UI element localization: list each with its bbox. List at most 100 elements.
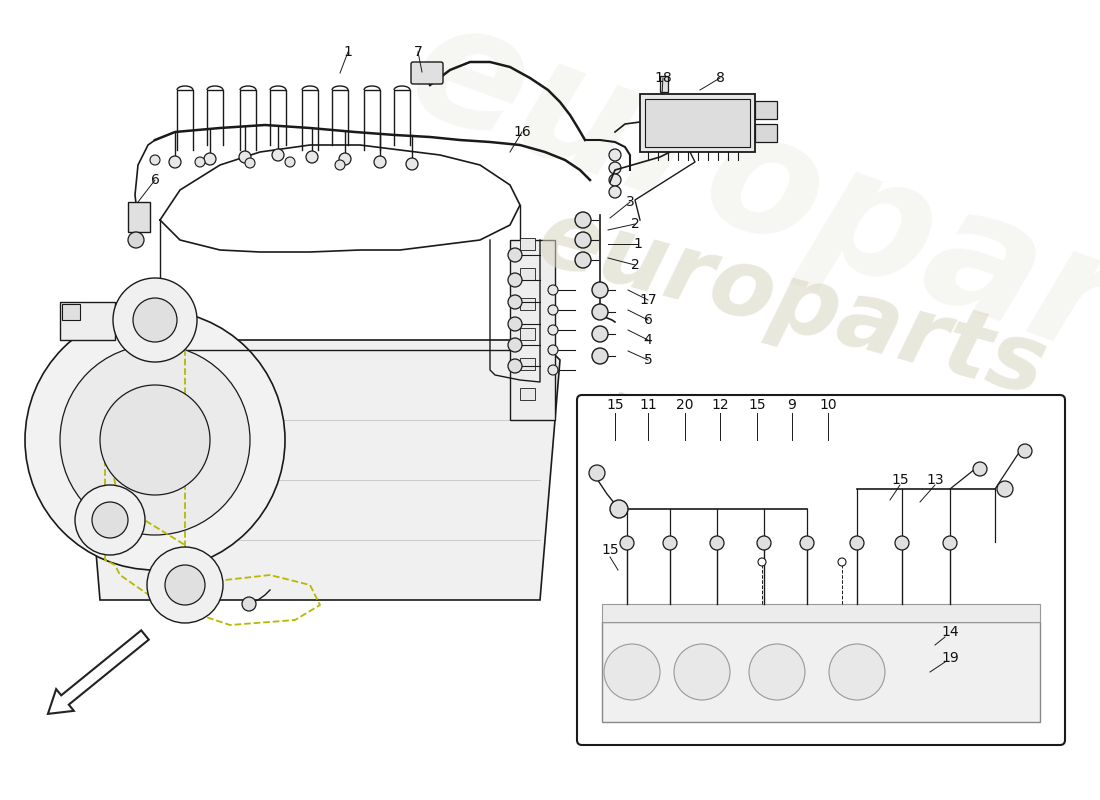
Text: 4: 4	[644, 333, 652, 347]
Circle shape	[838, 558, 846, 566]
Text: 2: 2	[630, 217, 639, 231]
Text: 6: 6	[151, 173, 160, 187]
Circle shape	[548, 285, 558, 295]
Circle shape	[508, 338, 522, 352]
Circle shape	[674, 644, 730, 700]
Circle shape	[548, 325, 558, 335]
Circle shape	[113, 278, 197, 362]
Text: 3: 3	[626, 195, 635, 209]
Circle shape	[710, 536, 724, 550]
Bar	[640, 94, 755, 152]
Text: 15: 15	[606, 398, 624, 412]
Bar	[60, 302, 116, 340]
Circle shape	[60, 345, 250, 535]
Circle shape	[150, 155, 160, 165]
Circle shape	[133, 298, 177, 342]
Circle shape	[592, 304, 608, 320]
Text: 6: 6	[644, 313, 652, 327]
Bar	[62, 304, 80, 320]
Bar	[602, 622, 1040, 722]
Circle shape	[165, 565, 205, 605]
Text: 1: 1	[343, 45, 352, 59]
Bar	[520, 298, 535, 310]
Bar	[755, 101, 777, 119]
Text: 11: 11	[639, 398, 657, 412]
Circle shape	[609, 149, 622, 161]
Circle shape	[242, 597, 256, 611]
Text: 15: 15	[891, 473, 909, 487]
FancyBboxPatch shape	[578, 395, 1065, 745]
Circle shape	[92, 502, 128, 538]
Text: 20: 20	[676, 398, 694, 412]
Bar	[520, 388, 535, 400]
Text: 15: 15	[602, 543, 619, 557]
Text: 8: 8	[716, 71, 725, 85]
Text: 5: 5	[644, 353, 652, 367]
Circle shape	[195, 157, 205, 167]
Circle shape	[575, 252, 591, 268]
Text: a passion for parts since 1985: a passion for parts since 1985	[613, 387, 883, 461]
Circle shape	[609, 186, 622, 198]
Bar	[510, 240, 556, 420]
Circle shape	[575, 232, 591, 248]
Circle shape	[508, 359, 522, 373]
Bar	[520, 268, 535, 280]
Circle shape	[100, 385, 210, 495]
Circle shape	[128, 232, 144, 248]
Text: 18: 18	[654, 71, 672, 85]
Circle shape	[749, 644, 805, 700]
Circle shape	[336, 160, 345, 170]
Circle shape	[239, 151, 251, 163]
Circle shape	[508, 248, 522, 262]
Text: 10: 10	[820, 398, 837, 412]
Text: 17: 17	[639, 293, 657, 307]
Text: 9: 9	[788, 398, 796, 412]
Bar	[128, 202, 150, 232]
Circle shape	[997, 481, 1013, 497]
Bar	[645, 99, 750, 147]
Circle shape	[592, 282, 608, 298]
Bar	[660, 76, 668, 92]
Bar	[520, 328, 535, 340]
Text: 2: 2	[630, 258, 639, 272]
Circle shape	[508, 295, 522, 309]
Circle shape	[604, 644, 660, 700]
Circle shape	[588, 465, 605, 481]
Circle shape	[272, 149, 284, 161]
Text: 19: 19	[942, 651, 959, 665]
Circle shape	[610, 500, 628, 518]
Text: 15: 15	[748, 398, 766, 412]
Bar	[602, 604, 1040, 622]
Text: 16: 16	[513, 125, 531, 139]
Circle shape	[548, 305, 558, 315]
Text: europarts: europarts	[528, 192, 1056, 416]
FancyArrow shape	[48, 630, 148, 714]
Circle shape	[850, 536, 864, 550]
Text: 1: 1	[634, 237, 642, 251]
Circle shape	[758, 558, 766, 566]
Circle shape	[974, 462, 987, 476]
Circle shape	[548, 365, 558, 375]
Circle shape	[306, 151, 318, 163]
FancyBboxPatch shape	[411, 62, 443, 84]
Circle shape	[829, 644, 886, 700]
Circle shape	[25, 310, 285, 570]
Circle shape	[895, 536, 909, 550]
Circle shape	[1018, 444, 1032, 458]
Circle shape	[169, 156, 182, 168]
Circle shape	[508, 317, 522, 331]
Bar	[755, 124, 777, 142]
Circle shape	[620, 536, 634, 550]
Circle shape	[575, 212, 591, 228]
Circle shape	[943, 536, 957, 550]
Text: 14: 14	[942, 625, 959, 639]
Bar	[520, 358, 535, 370]
Circle shape	[374, 156, 386, 168]
Circle shape	[75, 485, 145, 555]
Circle shape	[339, 153, 351, 165]
Text: europarts: europarts	[389, 0, 1100, 454]
Circle shape	[245, 158, 255, 168]
Circle shape	[800, 536, 814, 550]
Circle shape	[285, 157, 295, 167]
Text: 13: 13	[926, 473, 944, 487]
